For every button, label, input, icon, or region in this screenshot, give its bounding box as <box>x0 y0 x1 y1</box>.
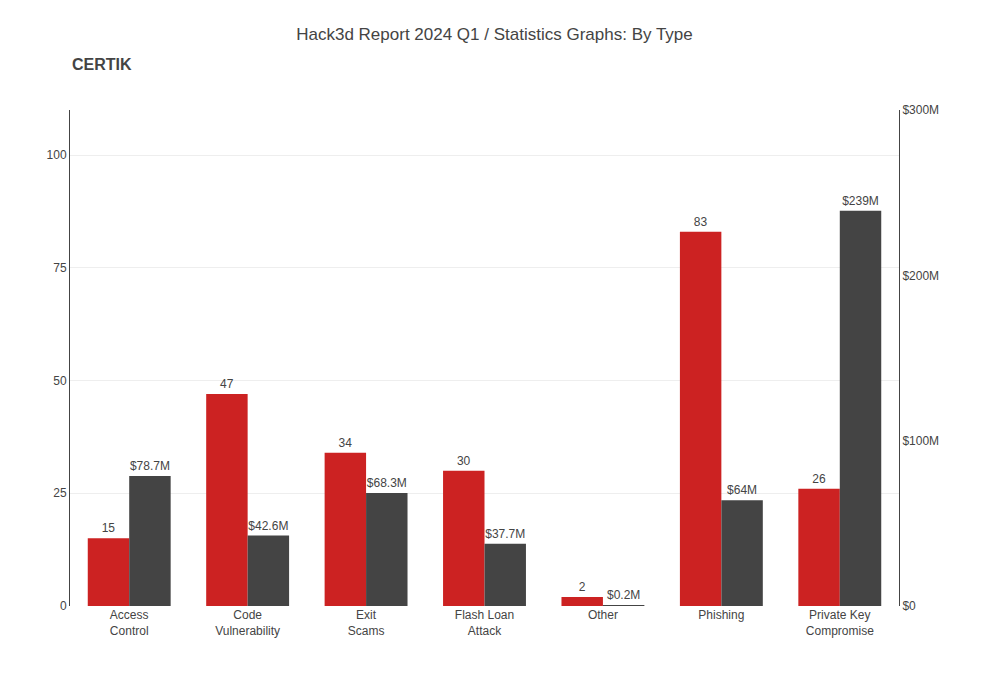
svg-text:$100M: $100M <box>902 434 939 448</box>
svg-text:25: 25 <box>53 486 67 500</box>
svg-text:$64M: $64M <box>727 483 757 497</box>
svg-text:Other: Other <box>588 608 618 622</box>
svg-text:100: 100 <box>47 148 67 162</box>
svg-text:47: 47 <box>220 377 234 391</box>
svg-text:50: 50 <box>53 374 67 388</box>
svg-text:Phishing: Phishing <box>698 608 744 622</box>
svg-text:83: 83 <box>694 215 708 229</box>
svg-text:Private KeyCompromise: Private KeyCompromise <box>806 608 874 638</box>
svg-text:ExitScams: ExitScams <box>348 608 385 638</box>
svg-text:15: 15 <box>102 521 116 535</box>
svg-text:$239M: $239M <box>842 194 879 208</box>
svg-text:Flash LoanAttack: Flash LoanAttack <box>455 608 514 638</box>
svg-text:$78.7M: $78.7M <box>130 459 170 473</box>
svg-text:$300M: $300M <box>902 103 939 117</box>
svg-text:CodeVulnerability: CodeVulnerability <box>215 608 280 638</box>
svg-text:$68.3M: $68.3M <box>367 476 407 490</box>
svg-text:$0: $0 <box>902 599 916 613</box>
svg-text:AccessControl: AccessControl <box>110 608 149 638</box>
svg-text:CERTIK: CERTIK <box>72 56 132 73</box>
svg-text:34: 34 <box>339 436 353 450</box>
svg-text:30: 30 <box>457 454 471 468</box>
svg-text:75: 75 <box>53 261 67 275</box>
svg-text:$200M: $200M <box>902 269 939 283</box>
svg-text:26: 26 <box>812 472 826 486</box>
svg-text:$0.2M: $0.2M <box>607 588 640 602</box>
svg-text:0: 0 <box>60 599 67 613</box>
svg-text:$37.7M: $37.7M <box>485 527 525 541</box>
svg-text:$42.6M: $42.6M <box>248 519 288 533</box>
svg-text:Hack3d Report 2024 Q1 / Statis: Hack3d Report 2024 Q1 / Statistics Graph… <box>296 25 693 44</box>
svg-text:2: 2 <box>579 580 586 594</box>
